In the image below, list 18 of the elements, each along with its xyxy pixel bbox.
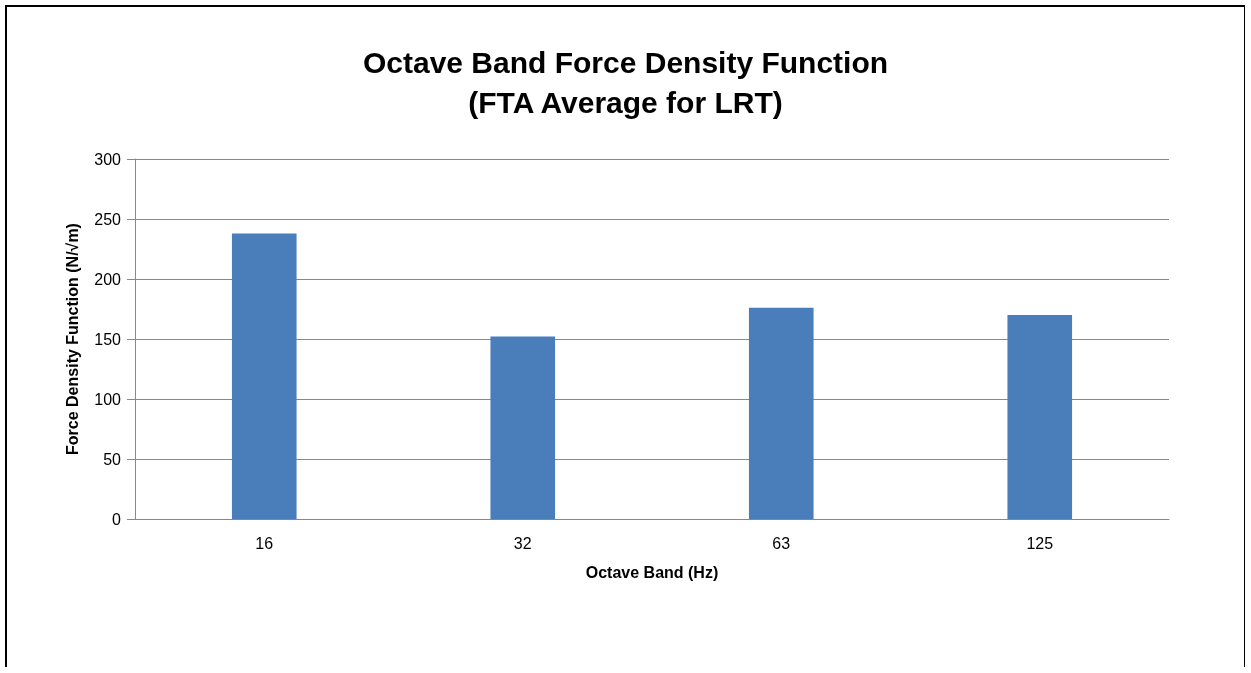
y-tick-label: 150 xyxy=(94,330,122,348)
bar xyxy=(748,307,814,519)
bar xyxy=(1007,315,1073,519)
y-axis-title: Force Density Function (N/√m) xyxy=(63,223,81,455)
y-tick-label: 250 xyxy=(94,210,122,228)
bar xyxy=(490,336,556,519)
y-tick-label: 0 xyxy=(112,510,122,528)
y-tick-label: 50 xyxy=(103,450,122,468)
chart-title: Octave Band Force Density Function (FTA Average for LRT) xyxy=(362,45,889,119)
y-tick-label: 100 xyxy=(94,390,122,408)
y-tick-label: 300 xyxy=(94,150,122,168)
x-tick-label: 63 xyxy=(772,534,791,552)
y-tick-label: 200 xyxy=(94,270,122,288)
x-tick-label: 16 xyxy=(255,534,274,552)
x-tick-label: 32 xyxy=(513,534,532,552)
x-axis-title: Octave Band (Hz) xyxy=(585,563,719,581)
bar xyxy=(231,233,297,519)
x-tick-label: 125 xyxy=(1026,534,1054,552)
